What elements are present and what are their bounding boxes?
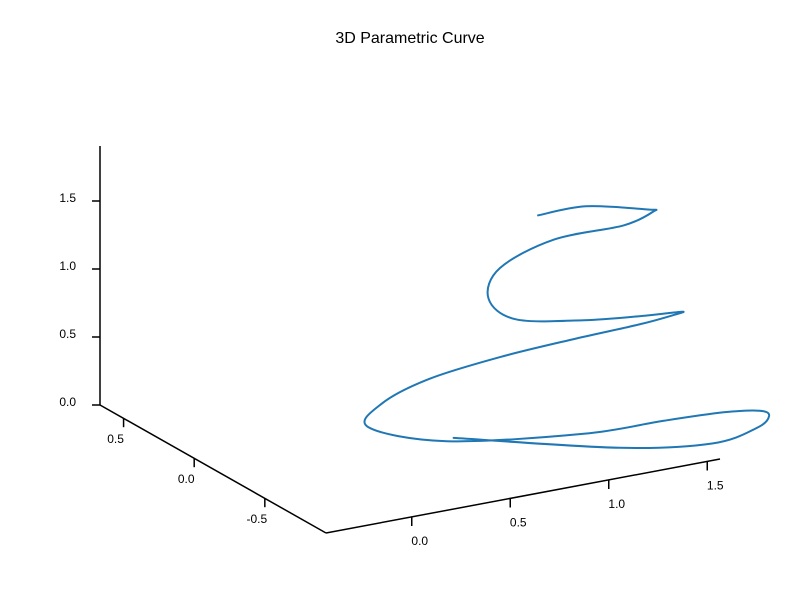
z-tick-label: 0.0 (59, 395, 76, 409)
z-tick-label: 0.5 (59, 327, 76, 341)
x-axis-line (325, 458, 721, 534)
chart-title: 3D Parametric Curve (335, 30, 484, 47)
y-axis-line (99, 404, 327, 534)
y-axis-ticks: -0.5 0.0 0.5 (107, 418, 267, 526)
x-tick-label: 1.0 (608, 497, 625, 511)
y-tick-label: 0.5 (107, 432, 124, 446)
z-tick-label: 1.5 (59, 191, 76, 205)
y-tick-label: -0.5 (246, 512, 267, 526)
y-tick-label: 0.0 (178, 472, 195, 486)
x-tick-label: 1.5 (707, 479, 724, 493)
x-tick-label: 0.0 (411, 534, 428, 548)
z-tick-label: 1.0 (59, 259, 76, 273)
parametric-curve-line (363, 205, 771, 450)
x-axis-ticks: 0.0 0.5 1.0 1.5 (411, 461, 724, 548)
z-axis-ticks: 0.0 0.5 1.0 1.5 (59, 191, 100, 409)
x-tick-label: 0.5 (510, 516, 527, 530)
